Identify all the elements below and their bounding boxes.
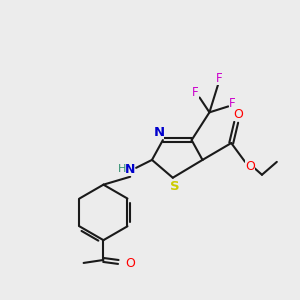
Text: F: F: [229, 97, 236, 110]
Text: F: F: [216, 72, 223, 85]
Text: F: F: [192, 86, 199, 99]
Text: S: S: [170, 180, 180, 193]
Text: N: N: [125, 163, 135, 176]
Text: O: O: [245, 160, 255, 173]
Text: N: N: [153, 126, 164, 139]
Text: O: O: [233, 108, 243, 121]
Text: H: H: [118, 164, 126, 174]
Text: O: O: [125, 257, 135, 270]
